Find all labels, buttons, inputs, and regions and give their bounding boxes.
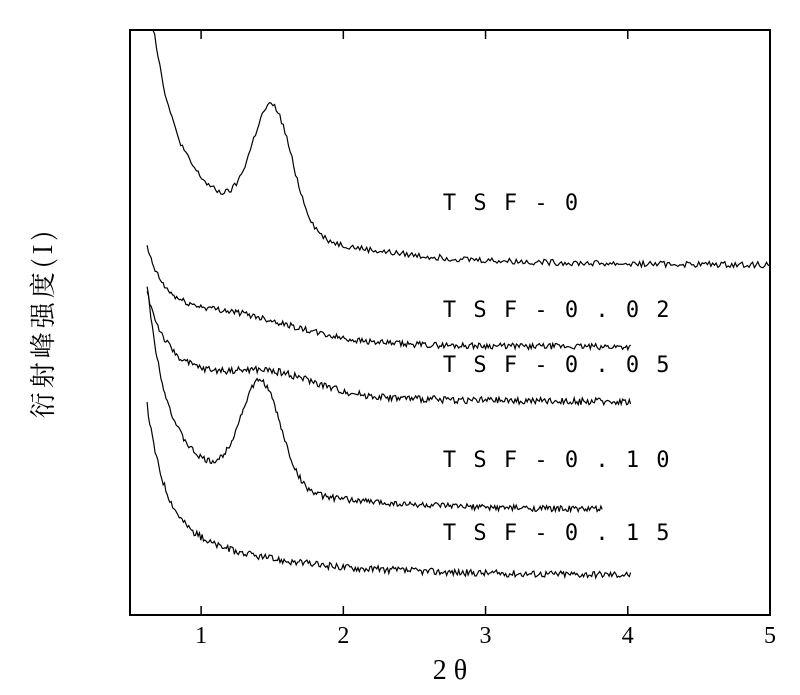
series-label-TSF-0.05: T S F - 0 . 0 5 — [443, 353, 672, 378]
series-label-TSF-0.02: T S F - 0 . 0 2 — [443, 298, 672, 323]
series-label-TSF-0.10: T S F - 0 . 1 0 — [443, 448, 672, 473]
svg-text:3: 3 — [480, 623, 492, 649]
series-TSF-0 — [144, 30, 770, 268]
series-label-TSF-0: T S F - 0 — [443, 191, 580, 216]
chart-svg: 1 2 3 4 5 2 θ 衍射峰强度(I) T S F - 0 T S F - 0 . 0 2… — [0, 0, 800, 695]
series-TSF-0.15 — [147, 402, 630, 578]
xrd-chart: 1 2 3 4 5 2 θ 衍射峰强度(I) T S F - 0 T S F - 0 . 0 2… — [0, 0, 800, 695]
y-axis-label: 衍射峰强度(I) — [23, 227, 60, 418]
x-axis-label: 2 θ — [433, 655, 467, 686]
svg-text:2: 2 — [337, 623, 349, 649]
svg-text:4: 4 — [622, 623, 634, 649]
series-label-TSF-0.15: T S F - 0 . 1 5 — [443, 521, 672, 546]
svg-text:1: 1 — [195, 623, 207, 649]
svg-text:5: 5 — [764, 623, 776, 649]
